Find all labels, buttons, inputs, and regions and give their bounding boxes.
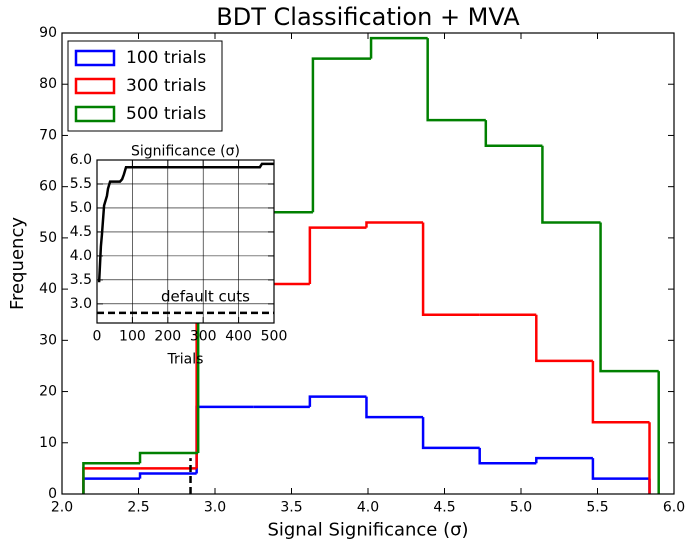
x-tick-label: 4.5 [433,499,455,515]
y-tick-label: 0 [48,486,57,502]
legend-label: 100 trials [126,48,206,68]
x-tick-label: 3.0 [204,499,226,515]
histogram-step [591,360,650,424]
histogram-step [308,395,367,407]
x-tick-label: 0 [93,328,102,344]
x-tick-label: 500 [261,328,288,344]
y-tick-label: 4.0 [70,248,92,264]
x-tick-label: 5.5 [586,499,608,515]
y-tick-label: 3.5 [70,272,92,288]
histogram-step [308,226,367,284]
histogram-step [426,38,486,122]
y-tick-label: 6.0 [70,152,92,168]
y-tick-label: 3.0 [70,296,92,312]
x-axis-label: Trials [167,351,204,367]
x-tick-label: 2.0 [51,499,73,515]
x-tick-label: 200 [154,328,181,344]
y-axis-label: Frequency [7,217,28,310]
y-tick-label: 50 [39,230,57,246]
y-tick-label: 40 [39,281,57,297]
histogram-step [138,451,199,464]
x-tick-label: 6.0 [663,499,685,515]
legend-swatch [74,105,116,123]
histogram-step [138,472,197,479]
histogram-step [478,447,537,465]
x-tick-label: 2.5 [127,499,149,515]
plot-frame [61,32,675,495]
histogram-step [591,458,650,480]
y-tick-label: 5.5 [70,176,92,192]
histogram-step [421,222,480,316]
histogram-step [369,36,428,59]
line [97,162,274,283]
plot: 0 100 200 300 400 500 3.0 3.5 4.0 4.5 5.0 5.5 6.0 def… [70,143,288,367]
histogram-step [421,417,480,450]
y-tick-label: 70 [39,127,57,143]
y-tick-label: 10 [39,435,57,451]
histogram-step [365,396,424,419]
chart-title: BDT Classification + MVA [216,3,520,31]
histogram-step [484,120,543,147]
y-tick-label: 90 [39,25,57,41]
y-tick-label: 30 [39,332,57,348]
y-tick-label: 60 [39,179,57,195]
legend-swatch [74,77,116,95]
legend-label: 500 trials [126,104,206,124]
histogram-step [541,145,601,224]
histogram-step [82,462,141,494]
legend-frame [67,40,223,132]
x-tick-label: 3.5 [280,499,302,515]
histogram-step [365,221,424,228]
x-tick-label: 400 [225,328,252,344]
y-tick-label: 80 [39,76,57,92]
histogram-step [311,57,372,213]
legend: 100 trials 300 trials 500 trials [67,40,223,132]
x-tick-label: 300 [190,328,217,344]
plot-background [97,160,274,323]
plot-frame [96,159,275,324]
histogram-step [535,456,593,464]
x-tick-label: 100 [119,328,146,344]
legend-swatch [74,49,116,67]
x-tick-label: 5.0 [510,499,532,515]
x-axis-label: Signal Significance (σ) [267,519,468,540]
y-tick-label: 4.5 [70,224,92,240]
x-tick-label: 4.0 [357,499,379,515]
annotation: default cuts [161,287,250,305]
y-tick-label: 5.0 [70,200,92,216]
legend-label: 300 trials [126,76,206,96]
y-tick-label: 20 [39,384,57,400]
histogram-step [535,314,593,363]
histogram-step [599,222,659,373]
chart-title: Significance (σ) [131,143,240,159]
